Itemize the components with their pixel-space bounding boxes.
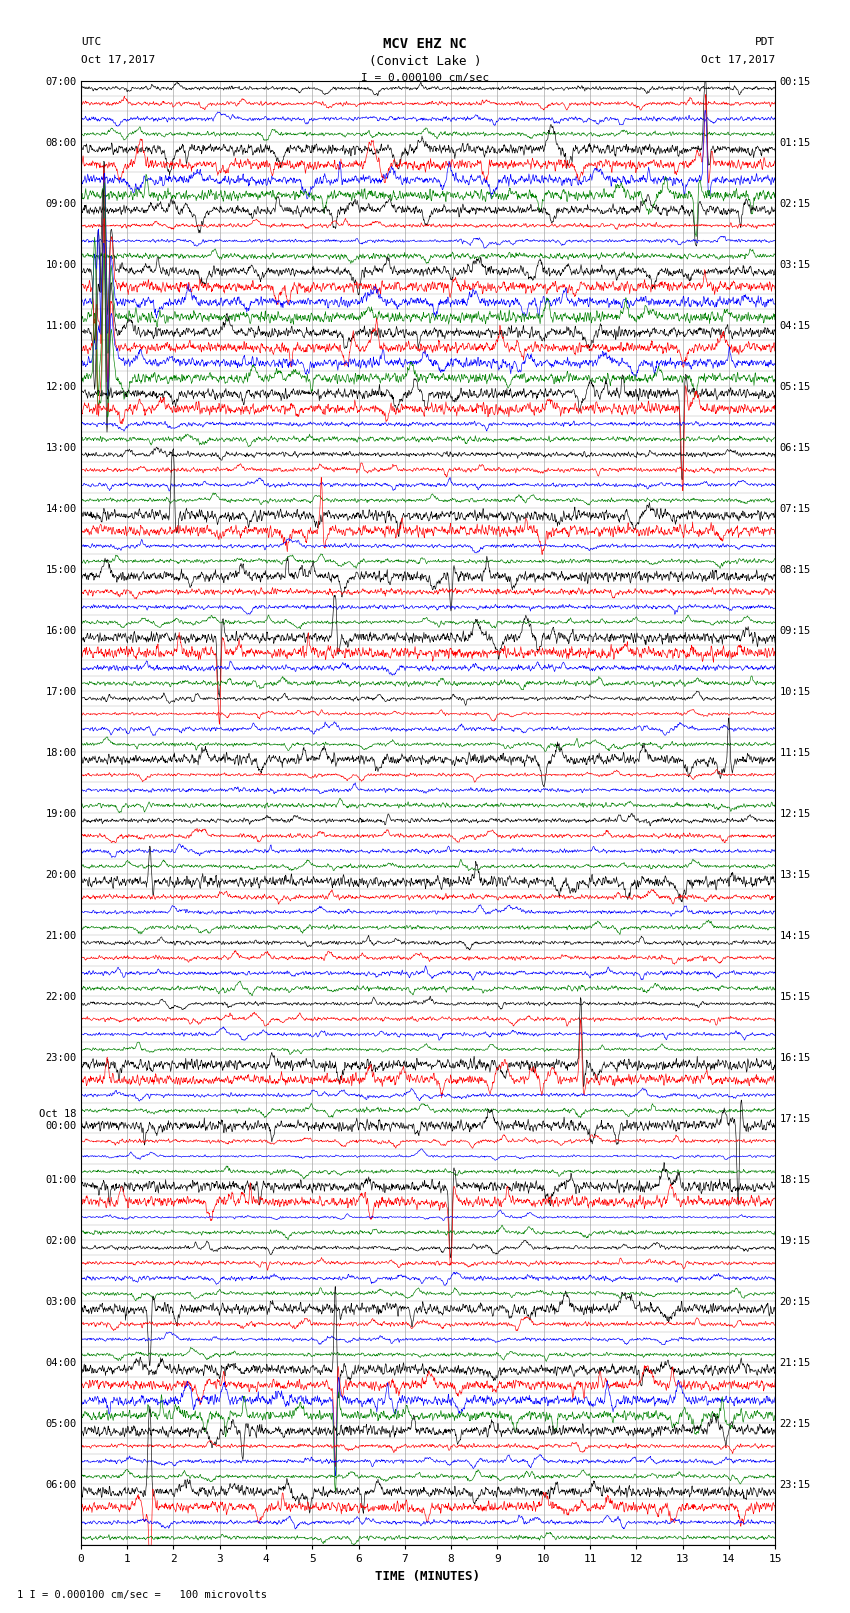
Text: 1 I = 0.000100 cm/sec =   100 microvolts: 1 I = 0.000100 cm/sec = 100 microvolts: [17, 1590, 267, 1600]
Text: I = 0.000100 cm/sec: I = 0.000100 cm/sec: [361, 73, 489, 82]
Text: Oct 17,2017: Oct 17,2017: [81, 55, 155, 65]
Text: UTC: UTC: [81, 37, 101, 47]
X-axis label: TIME (MINUTES): TIME (MINUTES): [376, 1569, 480, 1582]
Text: MCV EHZ NC: MCV EHZ NC: [383, 37, 467, 52]
Text: Oct 17,2017: Oct 17,2017: [701, 55, 775, 65]
Text: PDT: PDT: [755, 37, 775, 47]
Text: (Convict Lake ): (Convict Lake ): [369, 55, 481, 68]
